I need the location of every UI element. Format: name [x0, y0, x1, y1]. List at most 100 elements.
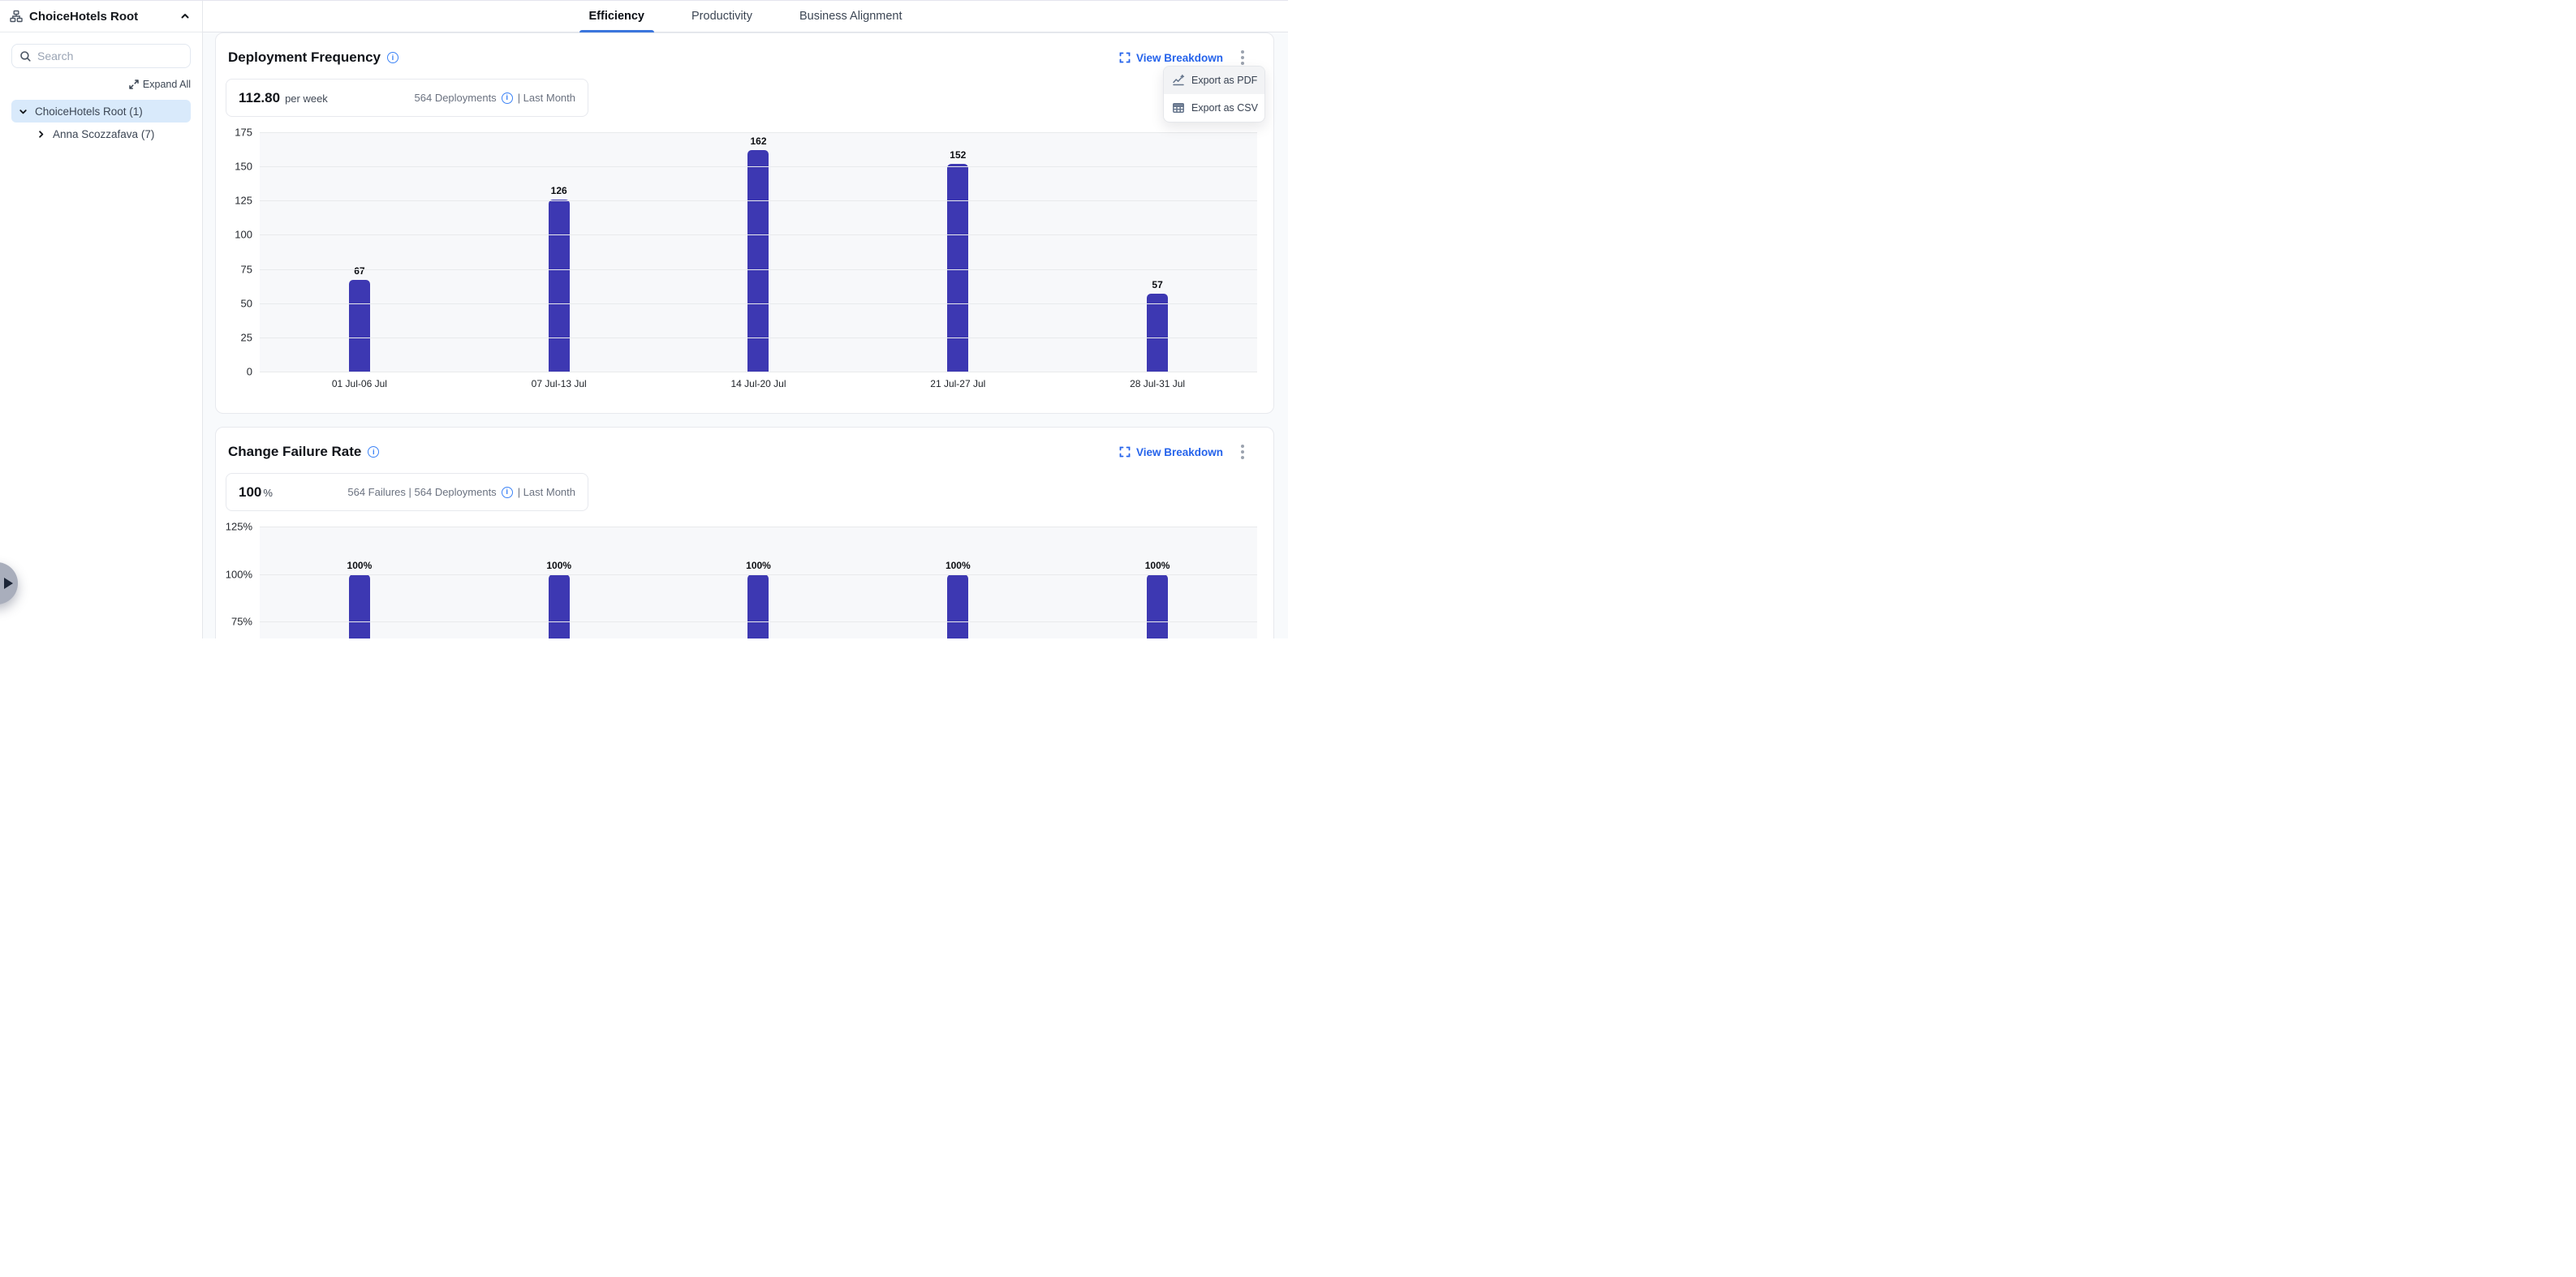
info-icon[interactable]: i [501, 92, 513, 104]
y-tick-label: 100 [235, 228, 252, 241]
tab-efficiency[interactable]: Efficiency [579, 1, 655, 32]
x-tick-label: 28 Jul-31 Jul [1130, 378, 1186, 389]
y-tick-label: 125% [225, 520, 252, 533]
chevron-down-icon[interactable] [18, 106, 28, 117]
bar[interactable] [348, 280, 370, 372]
tree-item-anna-scozzafava[interactable]: Anna Scozzafava (7) [29, 123, 191, 145]
sidebar-title: ChoiceHotels Root [29, 9, 139, 24]
bar-slot: 126 [459, 132, 659, 372]
y-tick-label: 175 [235, 126, 252, 139]
sidebar-drawer-handle[interactable] [0, 562, 18, 604]
bar[interactable] [1147, 293, 1169, 372]
chevron-up-icon [179, 11, 191, 22]
bar-value-label: 100% [746, 559, 771, 571]
bar[interactable] [1147, 574, 1169, 638]
y-tick-label: 25 [240, 331, 252, 344]
chevron-right-icon[interactable] [36, 129, 46, 140]
main-content: Efficiency Productivity Business Alignme… [203, 1, 1288, 638]
bar-value-label: 100% [347, 559, 373, 571]
chart-line-icon [1172, 74, 1185, 87]
bar-slot: 57 [1058, 132, 1257, 372]
stat-box: 112.80 per week 564 Deployments i | Last… [226, 79, 588, 117]
bar-value-label: 152 [950, 148, 967, 161]
bar[interactable] [747, 149, 769, 372]
chart-y-axis: 0%25%50%75%100%125% [222, 521, 260, 638]
bar[interactable] [548, 574, 570, 638]
search-icon [19, 50, 32, 62]
card-title: Change Failure Rate [228, 444, 362, 459]
bar-slot: 100% [459, 527, 659, 638]
view-breakdown-button[interactable]: View Breakdown [1119, 52, 1223, 64]
info-icon[interactable]: i [368, 446, 380, 458]
bar-slot: 100% [1058, 527, 1257, 638]
gridline [260, 200, 1257, 202]
menu-item-label: Export as PDF [1191, 75, 1258, 86]
stat-unit: % [263, 486, 273, 499]
x-tick-label: 14 Jul-20 Jul [730, 378, 786, 389]
deployment-frequency-card: Deployment Frequency i View Breakdown 11… [215, 32, 1274, 414]
tree-item-choicehotels-root[interactable]: ChoiceHotels Root (1) [11, 100, 191, 123]
stat-value: 112.80 [239, 89, 281, 105]
bar[interactable] [947, 574, 969, 638]
chart-x-axis: 01 Jul-06 Jul 07 Jul-13 Jul 14 Jul-20 Jul 2… [260, 378, 1257, 389]
search-input[interactable] [37, 49, 184, 62]
kebab-menu-button[interactable] [1236, 441, 1249, 462]
bar[interactable] [747, 574, 769, 638]
sidebar-search[interactable] [11, 44, 191, 68]
info-icon[interactable]: i [501, 486, 513, 498]
stat-value: 100 [239, 484, 262, 500]
expand-corners-icon [1119, 446, 1131, 458]
play-right-icon [4, 578, 13, 589]
chart-plot-area: 67 126 162 152 57 [260, 132, 1257, 372]
bar-value-label: 100% [945, 559, 971, 571]
tab-productivity[interactable]: Productivity [691, 10, 752, 23]
bar-slot: 162 [659, 132, 859, 372]
bar-value-label: 100% [1144, 559, 1170, 571]
stat-box: 100 % 564 Failures | 564 Deployments i |… [226, 473, 588, 511]
menu-item-export-csv[interactable]: Export as CSV [1164, 94, 1264, 122]
y-tick-label: 100% [225, 568, 252, 581]
bar[interactable] [947, 163, 969, 372]
gridline [260, 269, 1257, 270]
view-breakdown-label: View Breakdown [1135, 51, 1223, 64]
tree-item-label: Anna Scozzafava (7) [53, 127, 155, 140]
bar-slot: 100% [659, 527, 859, 638]
bar-slot: 100% [260, 527, 459, 638]
view-breakdown-button[interactable]: View Breakdown [1119, 446, 1223, 458]
expand-corners-icon [1119, 52, 1131, 63]
y-tick-label: 75% [230, 615, 252, 628]
gridline [260, 621, 1257, 623]
bar-value-label: 100% [546, 559, 572, 571]
gridline [260, 303, 1257, 304]
expand-all-button[interactable]: Expand All [0, 79, 191, 90]
stat-meta-left: 564 Deployments [414, 92, 497, 104]
stat-unit: per week [285, 92, 328, 105]
bar-value-label: 67 [354, 265, 365, 277]
gridline [260, 234, 1257, 236]
card-title: Deployment Frequency [228, 49, 381, 65]
bar[interactable] [348, 574, 370, 638]
stat-meta-right: | Last Month [517, 486, 575, 498]
gridline [260, 574, 1257, 575]
table-icon [1172, 101, 1185, 114]
sidebar-collapse-button[interactable] [178, 9, 192, 24]
sidebar-header: ChoiceHotels Root [0, 1, 202, 32]
x-tick-label: 01 Jul-06 Jul [331, 378, 387, 389]
info-icon[interactable]: i [387, 52, 398, 63]
y-tick-label: 0 [246, 365, 252, 378]
tab-business-alignment[interactable]: Business Alignment [799, 10, 902, 23]
deployment-frequency-chart: 0 25 50 75 100 125 150 175 67 126 162 152 57 01 Jul… [216, 127, 1273, 389]
chart-y-axis: 0 25 50 75 100 125 150 175 [222, 127, 260, 378]
stat-meta-left: 564 Failures | 564 Deployments [347, 486, 497, 498]
gridline [260, 166, 1257, 168]
change-failure-rate-card: Change Failure Rate i View Breakdown 100… [215, 427, 1274, 638]
bar[interactable] [548, 199, 570, 372]
menu-item-export-pdf[interactable]: Export as PDF [1164, 67, 1264, 94]
view-breakdown-label: View Breakdown [1135, 445, 1223, 458]
x-tick-label: 21 Jul-27 Jul [930, 378, 986, 389]
bar-slot: 100% [858, 527, 1058, 638]
gridline [260, 132, 1257, 133]
bar-value-label: 162 [750, 135, 767, 147]
kebab-menu-button[interactable] [1236, 47, 1249, 68]
y-tick-label: 125 [235, 194, 252, 207]
